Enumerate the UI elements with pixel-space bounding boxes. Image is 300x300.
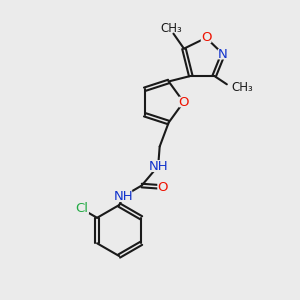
FancyBboxPatch shape [201,32,212,43]
FancyBboxPatch shape [157,182,168,192]
FancyBboxPatch shape [115,190,132,202]
Text: Cl: Cl [75,202,88,215]
FancyBboxPatch shape [74,203,89,214]
FancyBboxPatch shape [149,160,167,172]
Text: CH₃: CH₃ [160,22,182,35]
FancyBboxPatch shape [218,49,228,59]
Text: O: O [201,31,211,44]
Text: N: N [218,48,228,61]
Text: O: O [178,95,189,109]
Text: NH: NH [148,160,168,172]
Text: CH₃: CH₃ [231,81,253,94]
Text: NH: NH [114,190,134,202]
Text: O: O [158,181,168,194]
FancyBboxPatch shape [178,97,189,107]
